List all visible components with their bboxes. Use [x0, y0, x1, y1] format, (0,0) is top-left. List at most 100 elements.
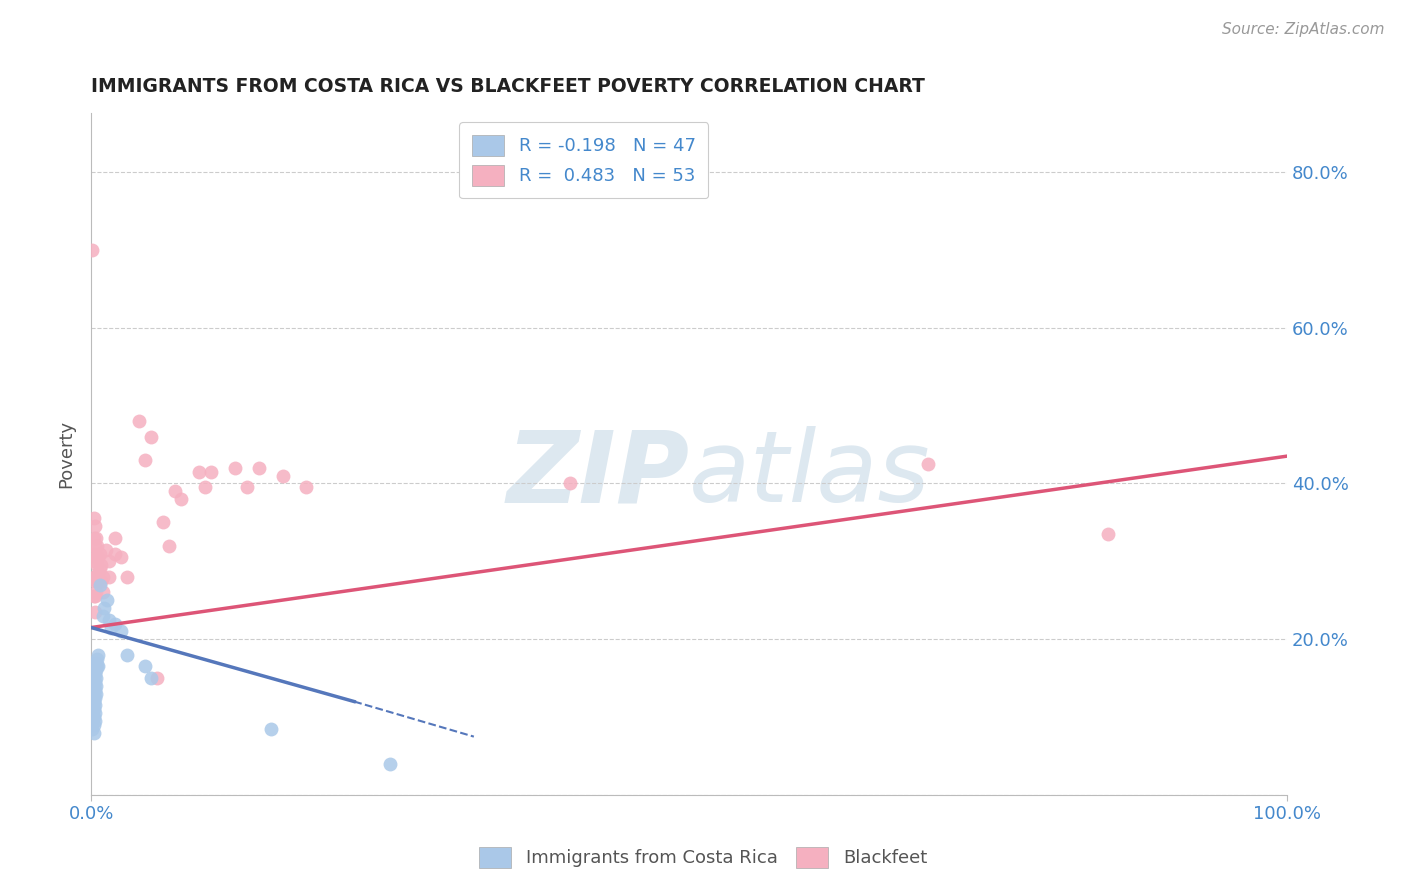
Point [83, 706, 105, 721]
Point [558, 476, 581, 491]
Point [224, 460, 246, 475]
Point [83, 590, 105, 604]
Point [83, 679, 105, 693]
Point [100, 621, 122, 635]
Point [93, 601, 115, 615]
Point [83, 690, 105, 705]
Text: IMMIGRANTS FROM COSTA RICA VS BLACKFEET POVERTY CORRELATION CHART: IMMIGRANTS FROM COSTA RICA VS BLACKFEET … [91, 78, 925, 96]
Point [83, 675, 105, 690]
Point [82, 706, 104, 721]
Point [83, 718, 105, 732]
Legend: R = -0.198   N = 47, R =  0.483   N = 53: R = -0.198 N = 47, R = 0.483 N = 53 [458, 122, 709, 198]
Point [134, 659, 156, 673]
Point [235, 480, 257, 494]
Point [247, 460, 270, 475]
Point [83, 570, 105, 584]
Y-axis label: Poverty: Poverty [58, 420, 75, 488]
Point [94, 542, 117, 557]
Point [83, 664, 105, 678]
Point [90, 574, 112, 588]
Point [83, 725, 105, 739]
Point [91, 570, 114, 584]
Point [86, 651, 108, 665]
Point [98, 554, 121, 568]
Point [104, 616, 127, 631]
Text: atlas: atlas [689, 426, 931, 523]
Point [194, 480, 217, 494]
Point [83, 531, 105, 545]
Point [90, 558, 112, 573]
Point [84, 679, 107, 693]
Point [83, 539, 105, 553]
Point [83, 547, 105, 561]
Legend: Immigrants from Costa Rica, Blackfeet: Immigrants from Costa Rica, Blackfeet [468, 836, 938, 879]
Point [96, 593, 118, 607]
Point [83, 574, 105, 588]
Point [83, 667, 105, 681]
Point [83, 687, 105, 701]
Point [115, 570, 138, 584]
Point [139, 430, 162, 444]
Point [87, 659, 110, 673]
Point [83, 511, 105, 525]
Point [83, 710, 105, 724]
Point [84, 671, 107, 685]
Point [82, 682, 104, 697]
Point [84, 656, 107, 670]
Point [187, 465, 209, 479]
Point [128, 414, 150, 428]
Text: Source: ZipAtlas.com: Source: ZipAtlas.com [1222, 22, 1385, 37]
Point [83, 659, 105, 673]
Point [86, 539, 108, 553]
Point [86, 574, 108, 588]
Point [104, 531, 127, 545]
Point [271, 468, 294, 483]
Point [83, 714, 105, 728]
Point [104, 547, 127, 561]
Point [83, 682, 105, 697]
Point [87, 550, 110, 565]
Point [139, 671, 162, 685]
Point [91, 608, 114, 623]
Point [82, 722, 104, 736]
Point [200, 465, 222, 479]
Point [89, 577, 111, 591]
Point [110, 624, 132, 639]
Point [83, 702, 105, 716]
Text: ZIP: ZIP [506, 426, 689, 523]
Point [86, 659, 108, 673]
Point [82, 698, 104, 713]
Point [146, 671, 169, 685]
Point [84, 585, 107, 599]
Point [98, 570, 121, 584]
Point [259, 722, 281, 736]
Point [84, 570, 107, 584]
Point [110, 550, 132, 565]
Point [82, 243, 104, 257]
Point [82, 667, 104, 681]
Point [98, 613, 121, 627]
Point [82, 675, 104, 690]
Point [83, 695, 105, 709]
Point [89, 562, 111, 576]
Point [163, 484, 186, 499]
Point [83, 554, 105, 568]
Point [83, 590, 105, 604]
Point [87, 648, 110, 662]
Point [84, 550, 107, 565]
Point [83, 519, 105, 533]
Point [89, 547, 111, 561]
Point [157, 539, 180, 553]
Point [152, 516, 174, 530]
Point [82, 714, 104, 728]
Point [170, 491, 193, 506]
Point [917, 457, 939, 471]
Point [83, 698, 105, 713]
Point [84, 664, 107, 678]
Point [115, 648, 138, 662]
Point [295, 480, 318, 494]
Point [84, 687, 107, 701]
Point [1097, 527, 1119, 541]
Point [83, 605, 105, 619]
Point [84, 531, 107, 545]
